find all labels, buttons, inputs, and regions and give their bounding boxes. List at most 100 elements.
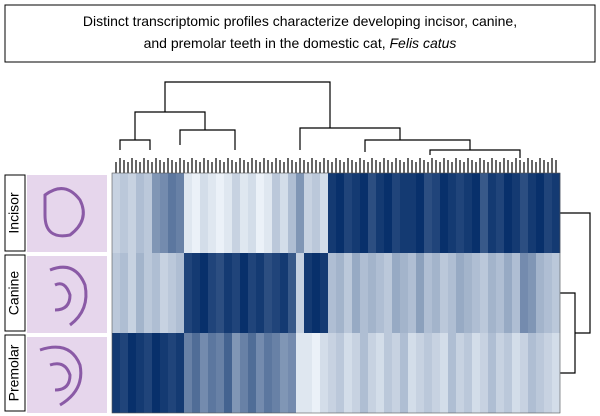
heatmap-cell: [184, 333, 193, 413]
heatmap-cell: [128, 253, 137, 333]
heatmap-cell: [416, 253, 425, 333]
heatmap-cell: [224, 173, 233, 253]
heatmap-cell: [296, 333, 305, 413]
tooth-images: [27, 175, 107, 413]
heatmap-cell: [160, 253, 169, 333]
heatmap-cell: [456, 333, 465, 413]
heatmap-cell: [488, 173, 497, 253]
heatmap: [112, 173, 561, 413]
heatmap-cell: [504, 333, 513, 413]
row-label: Incisor: [6, 192, 22, 234]
heatmap-cell: [368, 173, 377, 253]
heatmap-cell: [272, 253, 281, 333]
row-label-box: [4, 334, 26, 412]
heatmap-cell: [512, 253, 521, 333]
heatmap-cell: [432, 333, 441, 413]
heatmap-cell: [552, 253, 561, 333]
heatmap-cell: [168, 333, 177, 413]
heatmap-cell: [552, 173, 561, 253]
heatmap-cell: [456, 173, 465, 253]
heatmap-cell: [376, 333, 385, 413]
heatmap-cell: [472, 333, 481, 413]
heatmap-cell: [464, 333, 473, 413]
heatmap-cell: [216, 333, 225, 413]
heatmap-cell: [248, 253, 257, 333]
heatmap-cell: [280, 173, 289, 253]
heatmap-cell: [136, 173, 145, 253]
heatmap-cell: [424, 333, 433, 413]
heatmap-cell: [424, 173, 433, 253]
heatmap-cell: [136, 253, 145, 333]
heatmap-cell: [248, 333, 257, 413]
heatmap-cell: [184, 253, 193, 333]
heatmap-cell: [536, 333, 545, 413]
heatmap-cell: [192, 333, 201, 413]
heatmap-cell: [304, 173, 313, 253]
heatmap-cell: [120, 173, 129, 253]
heatmap-cell: [472, 253, 481, 333]
heatmap-cell: [536, 253, 545, 333]
heatmap-cell: [408, 333, 417, 413]
heatmap-cell: [112, 333, 121, 413]
heatmap-cell: [312, 253, 321, 333]
heatmap-cell: [488, 253, 497, 333]
heatmap-cell: [520, 173, 529, 253]
heatmap-cell: [152, 253, 161, 333]
row-label: Premolar: [6, 344, 22, 401]
heatmap-cell: [344, 173, 353, 253]
heatmap-cell: [232, 173, 241, 253]
heatmap-cell: [448, 173, 457, 253]
heatmap-cell: [152, 173, 161, 253]
heatmap-cell: [392, 173, 401, 253]
heatmap-cell: [408, 253, 417, 333]
heatmap-cell: [384, 173, 393, 253]
heatmap-cell: [368, 253, 377, 333]
heatmap-cell: [120, 253, 129, 333]
heatmap-cell: [192, 253, 201, 333]
heatmap-cell: [552, 333, 561, 413]
heatmap-cell: [232, 333, 241, 413]
heatmap-cell: [456, 253, 465, 333]
heatmap-cell: [200, 173, 209, 253]
heatmap-cell: [400, 173, 409, 253]
heatmap-cell: [280, 333, 289, 413]
incisor-image: [27, 175, 107, 252]
heatmap-cell: [480, 333, 489, 413]
heatmap-cell: [328, 173, 337, 253]
heatmap-cell: [448, 253, 457, 333]
heatmap-cell: [272, 333, 281, 413]
heatmap-cell: [536, 173, 545, 253]
row-labels: Incisor Canine Premolar: [4, 174, 26, 412]
heatmap-cell: [304, 253, 313, 333]
heatmap-cell: [408, 173, 417, 253]
heatmap-cell: [240, 253, 249, 333]
heatmap-cell: [528, 253, 537, 333]
heatmap-cell: [328, 333, 337, 413]
heatmap-cell: [264, 253, 273, 333]
heatmap-cell: [336, 253, 345, 333]
title-species: Felis catus: [390, 35, 457, 51]
title-line: and premolar teeth in the domestic cat, …: [144, 35, 457, 51]
heatmap-cell: [136, 333, 145, 413]
heatmap-cell: [112, 253, 121, 333]
heatmap-cell: [400, 333, 409, 413]
title-box: [4, 4, 596, 63]
heatmap-cell: [208, 253, 217, 333]
heatmap-cell: [112, 173, 121, 253]
heatmap-cell: [368, 333, 377, 413]
row-label-box: [4, 254, 26, 332]
heatmap-cell: [256, 253, 265, 333]
heatmap-cell: [312, 333, 321, 413]
heatmap-cell: [272, 173, 281, 253]
heatmap-cell: [464, 173, 473, 253]
heatmap-cell: [360, 253, 369, 333]
column-dendrogram: [119, 81, 521, 158]
heatmap-cell: [256, 173, 265, 253]
heatmap-cell: [296, 173, 305, 253]
heatmap-cell: [144, 173, 153, 253]
heatmap-cell: [240, 333, 249, 413]
heatmap-cell: [200, 253, 209, 333]
heatmap-cell: [344, 253, 353, 333]
heatmap-cell: [512, 173, 521, 253]
